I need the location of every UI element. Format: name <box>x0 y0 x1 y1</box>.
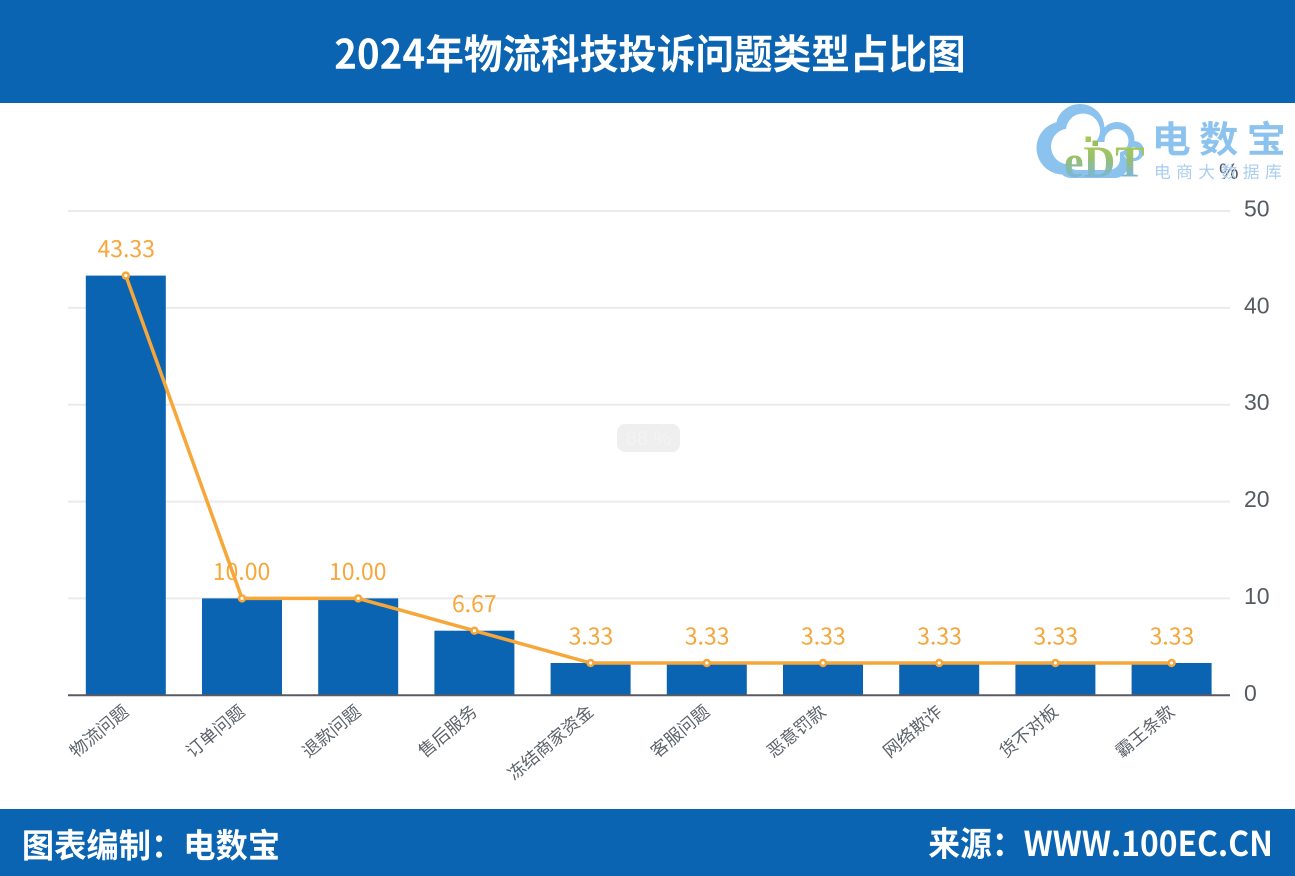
svg-text:20: 20 <box>1244 486 1270 512</box>
svg-text:10: 10 <box>1244 583 1270 609</box>
svg-text:88 %: 88 % <box>626 428 672 450</box>
svg-text:30: 30 <box>1244 389 1270 415</box>
svg-text:40: 40 <box>1244 292 1270 318</box>
svg-text:eDT: eDT <box>1064 138 1145 187</box>
svg-text:0: 0 <box>1244 680 1257 706</box>
svg-text:50: 50 <box>1244 196 1270 222</box>
